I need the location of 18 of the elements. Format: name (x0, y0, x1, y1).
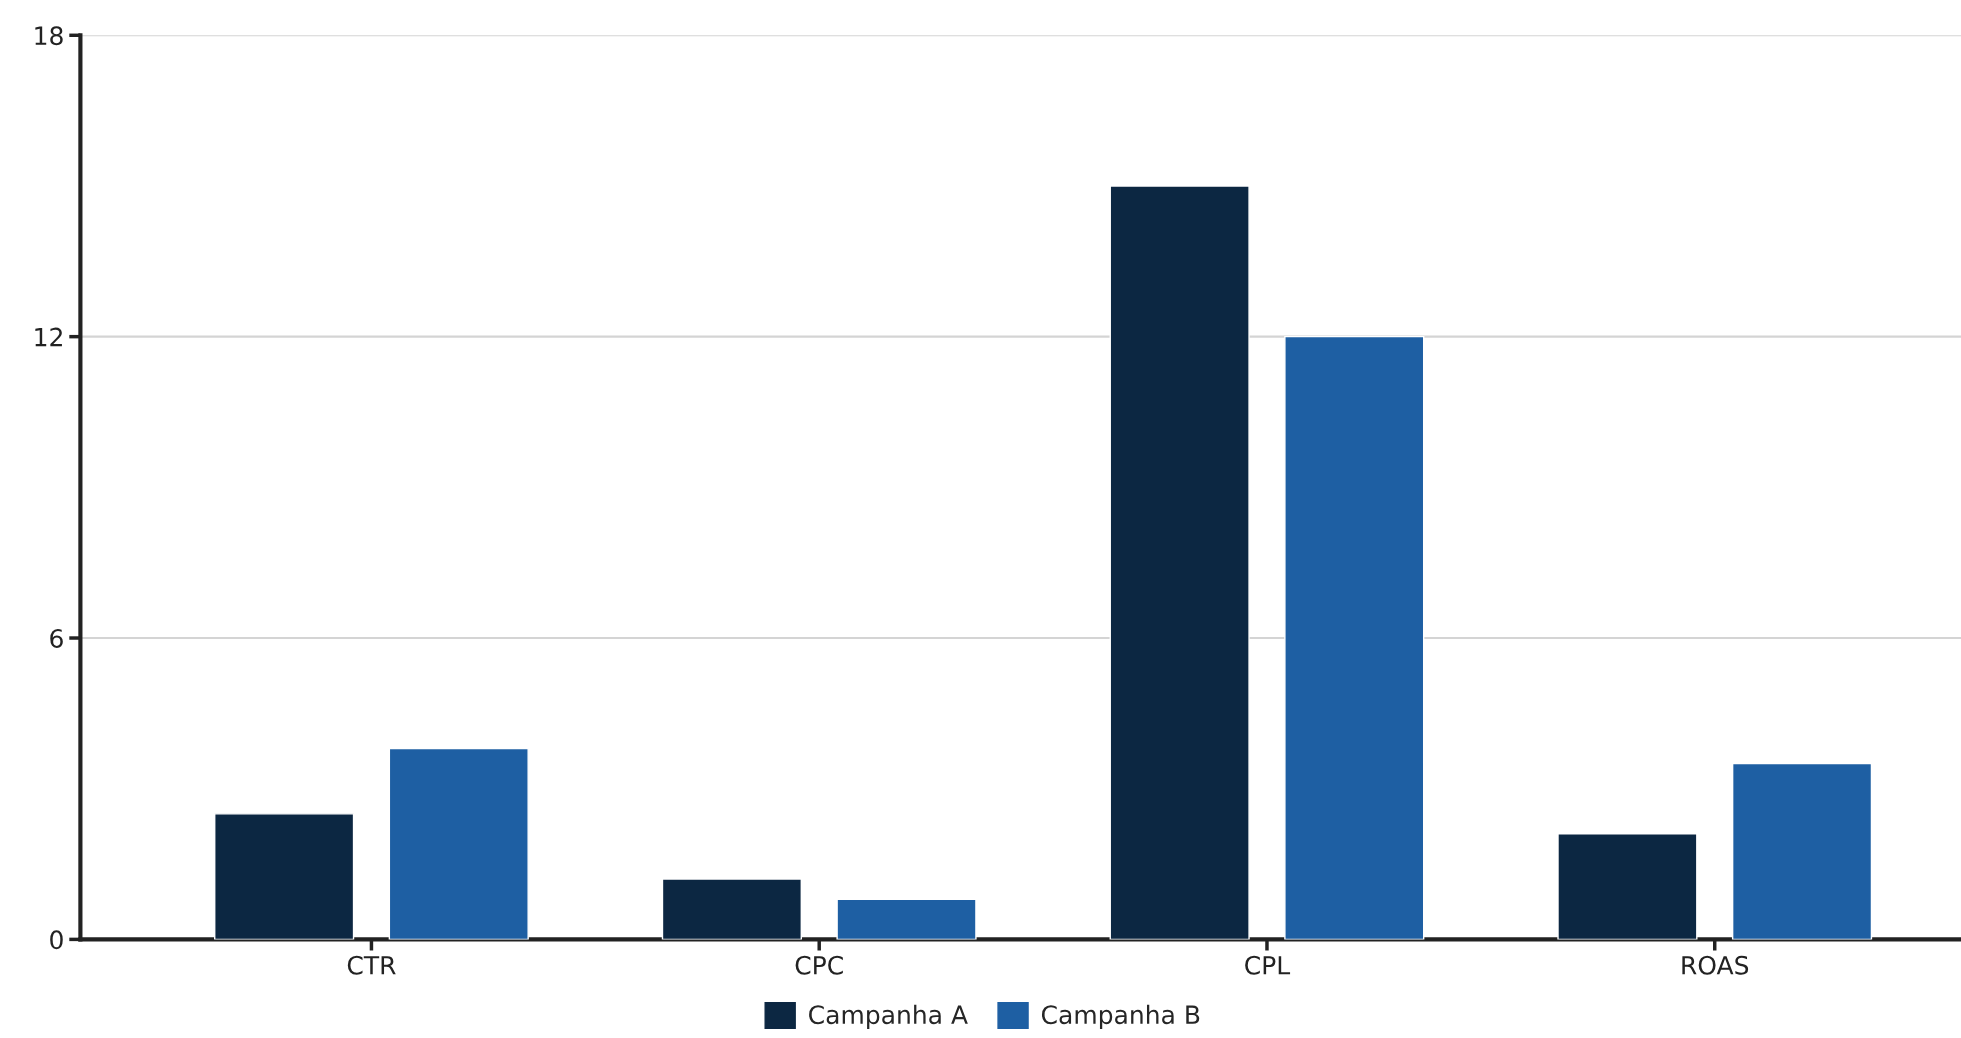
bar (836, 898, 977, 940)
x-tick-label: CTR (347, 955, 396, 975)
bar (1284, 335, 1425, 940)
bar (214, 813, 355, 940)
x-tick-label: ROAS (1682, 955, 1749, 975)
y-tick-label: 0 (50, 930, 63, 950)
bar (1109, 185, 1250, 940)
bar (1731, 762, 1873, 940)
legend-label: Campanha A (809, 1004, 968, 1030)
y-tick-label: 12 (35, 327, 62, 347)
x-tick-label: CPL (1245, 955, 1291, 975)
legend-label: Campanha B (1041, 1004, 1200, 1030)
bar (388, 747, 529, 940)
bar (1557, 833, 1698, 940)
y-tick-label: 18 (35, 26, 63, 46)
y-tick-label: 6 (50, 628, 63, 648)
bar (661, 878, 802, 940)
x-tick-label: CPC (795, 955, 843, 975)
